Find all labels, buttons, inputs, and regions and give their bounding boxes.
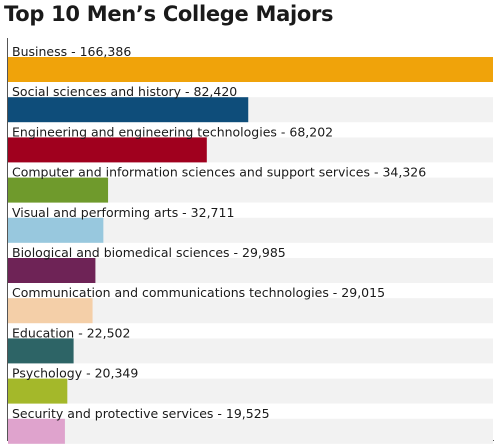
bar-label-5: Visual and performing arts - 32,711 (12, 205, 234, 220)
bar-label-4: Computer and information sciences and su… (12, 165, 426, 180)
bar-9 (8, 378, 68, 404)
bar-label-3: Engineering and engineering technologies… (12, 124, 333, 139)
bar-10 (8, 418, 65, 444)
bar-label-7: Communication and communications technol… (12, 285, 385, 300)
bar-7 (8, 298, 93, 324)
bar-label-1: Business - 166,386 (12, 44, 131, 59)
bar-label-10: Security and protective services - 19,52… (12, 406, 270, 421)
bar-8 (8, 338, 74, 364)
bar-background-band (8, 378, 493, 404)
bar-1 (8, 57, 493, 82)
bar-background-band (8, 338, 493, 364)
bar-label-6: Biological and biomedical sciences - 29,… (12, 245, 286, 260)
bar-label-2: Social sciences and history - 82,420 (12, 84, 237, 99)
bar-label-9: Psychology - 20,349 (12, 366, 138, 381)
bar-6 (8, 258, 96, 283)
bar-5 (8, 217, 104, 243)
bar-chart: Business - 166,386 Social sciences and hi… (8, 44, 493, 444)
bar-4 (8, 177, 109, 203)
bar-2 (8, 97, 249, 123)
bar-background-band (8, 418, 493, 444)
bar-label-8: Education - 22,502 (12, 325, 130, 340)
bar-3 (8, 137, 207, 163)
chart-title: Top 10 Men’s College Majors (4, 2, 334, 26)
